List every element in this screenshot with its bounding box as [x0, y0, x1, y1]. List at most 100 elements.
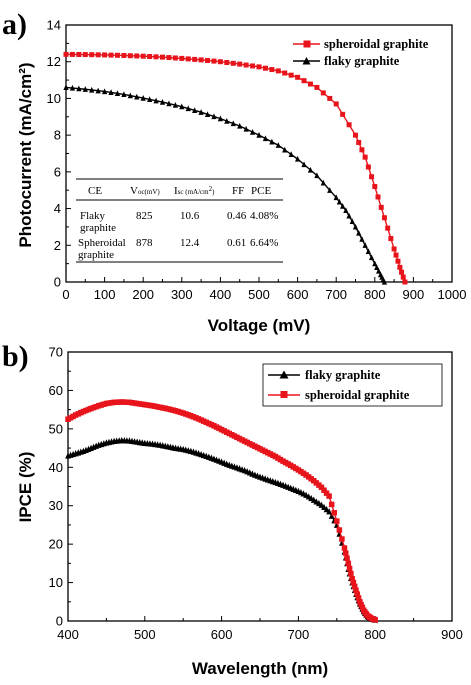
point-a-flaky-1: [69, 84, 76, 91]
point-a-spheroidal-12: [140, 53, 146, 59]
point-a-flaky-35: [288, 151, 294, 158]
y-tick-label-b-6: 60: [49, 383, 63, 398]
point-a-flaky-45: [343, 207, 349, 214]
y-tick-label-a-3: 6: [54, 164, 61, 179]
point-a-flaky-48: [352, 223, 359, 230]
x-tick-label-a-4: 400: [210, 287, 232, 302]
point-a-spheroidal-24: [217, 59, 223, 65]
point-a-flaky-22: [204, 111, 211, 117]
point-a-spheroidal-31: [262, 65, 268, 71]
point-a-flaky-36: [294, 155, 301, 162]
point-a-flaky-39: [314, 172, 320, 179]
table-row-1-ce-line1: Flaky: [80, 210, 106, 222]
point-b-spheroidal-105: [334, 518, 340, 524]
point-a-spheroidal-55: [385, 225, 391, 231]
x-tick-label-a-9: 900: [403, 287, 425, 302]
point-a-spheroidal-35: [288, 72, 294, 78]
point-a-spheroidal-17: [172, 55, 178, 61]
point-a-spheroidal-48: [362, 154, 368, 160]
y-tick-label-a-2: 4: [54, 201, 61, 216]
pv-table: CE Voc(mV) Isc (mA/cm2) FF PCE Flaky gra…: [76, 178, 283, 263]
point-a-spheroidal-38: [307, 81, 313, 87]
table-row-2-voc: 878: [136, 237, 153, 249]
point-a-flaky-5: [95, 87, 101, 94]
point-a-spheroidal-11: [134, 53, 140, 59]
panel-b-label: b): [2, 340, 29, 373]
panel-a-label: a): [2, 8, 27, 41]
point-a-flaky-6: [101, 88, 108, 95]
point-a-spheroidal-51: [372, 184, 378, 190]
point-a-spheroidal-3: [82, 52, 88, 58]
point-a-spheroidal-60: [397, 264, 403, 270]
point-a-flaky-37: [301, 161, 307, 168]
point-a-spheroidal-58: [393, 252, 399, 258]
point-a-flaky-38: [307, 166, 314, 173]
point-a-flaky-11: [134, 93, 140, 100]
point-b-spheroidal-101: [323, 490, 330, 496]
point-a-spheroidal-20: [192, 56, 198, 62]
x-tick-label-a-2: 200: [132, 287, 154, 302]
y-tick-label-b-1: 10: [49, 575, 63, 590]
point-a-flaky-52: [365, 248, 371, 255]
point-a-spheroidal-36: [295, 74, 301, 80]
series-line-a-spheroidal: [65, 53, 406, 283]
y-tick-label-a-7: 14: [47, 18, 61, 33]
x-tick-label-b-2: 600: [211, 627, 233, 642]
point-a-spheroidal-46: [356, 139, 362, 145]
point-b-flaky-103: [328, 512, 335, 519]
point-a-spheroidal-22: [205, 57, 211, 63]
table-row-1-isc: 10.6: [180, 210, 200, 222]
plot-b: 400 500 600 700 800 900 0 10 20 30 40 50 60 70: [49, 345, 463, 643]
x-tick-label-a-0: 0: [62, 287, 69, 302]
x-tick-label-a-8: 800: [364, 287, 386, 302]
x-axis-label-b: Wavelength (nm): [192, 659, 328, 678]
point-a-spheroidal-45: [353, 132, 358, 138]
point-a-flaky-16: [166, 100, 172, 107]
x-tick-label-a-1: 100: [94, 287, 116, 302]
table-row-2-ce-line1: Spheroidal: [78, 237, 126, 249]
table-header-isc: Isc (mA/cm2): [174, 185, 215, 197]
legend-b-marker-spheroidal: [280, 391, 288, 398]
plot-b-series: [65, 399, 379, 623]
point-a-flaky-47: [349, 218, 355, 225]
table-header-voc: Voc(mV): [130, 185, 160, 197]
y-tick-label-b-2: 20: [49, 537, 63, 552]
legend-b-label-spheroidal: spheroidal graphite: [305, 388, 410, 402]
legend-b-label-flaky: flaky graphite: [305, 368, 381, 382]
point-a-flaky-13: [147, 96, 153, 103]
point-a-spheroidal-15: [160, 54, 165, 60]
y-tick-label-b-4: 40: [49, 460, 63, 475]
point-a-flaky-18: [179, 103, 185, 110]
point-a-spheroidal-40: [320, 90, 326, 96]
point-a-flaky-42: [333, 194, 339, 201]
plot-a-series: [63, 51, 408, 285]
x-tick-label-b-4: 800: [364, 627, 386, 642]
table-row-2-ce-line2: graphite: [78, 249, 114, 261]
point-b-spheroidal-114: [349, 575, 355, 582]
point-a-spheroidal-57: [391, 246, 397, 252]
point-a-flaky-33: [275, 142, 281, 148]
point-a-spheroidal-13: [147, 54, 153, 60]
point-a-spheroidal-14: [153, 54, 159, 60]
point-a-spheroidal-21: [198, 57, 204, 63]
point-a-flaky-54: [372, 260, 378, 267]
x-axis-label-a: Voltage (mV): [208, 316, 311, 335]
point-a-spheroidal-32: [269, 67, 275, 73]
point-a-spheroidal-41: [327, 95, 333, 101]
legend-a: spheroidal graphite flaky graphite: [293, 37, 429, 68]
point-a-spheroidal-62: [400, 274, 406, 280]
point-a-spheroidal-61: [399, 269, 405, 275]
point-b-spheroidal-104: [331, 510, 337, 516]
table-row-1-ce-line2: graphite: [80, 222, 116, 234]
point-a-spheroidal-63: [402, 279, 408, 285]
point-a-flaky-60: [381, 278, 388, 285]
point-a-flaky-43: [336, 198, 343, 205]
point-a-spheroidal-16: [166, 55, 172, 61]
point-a-flaky-21: [198, 109, 204, 115]
table-row-2-ff: 0.61: [227, 237, 246, 249]
point-a-spheroidal-39: [314, 84, 320, 90]
point-a-spheroidal-0: [63, 51, 69, 57]
point-b-spheroidal-111: [345, 560, 352, 567]
point-a-spheroidal-54: [381, 215, 387, 221]
